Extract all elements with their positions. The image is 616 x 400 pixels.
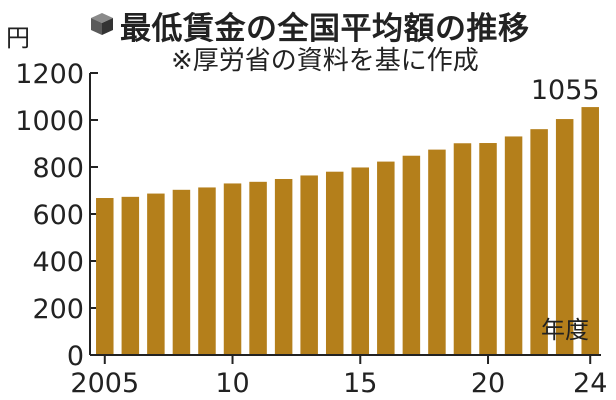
bars-group (96, 107, 599, 355)
y-axis-ticks: 0 200 400 600 800 1000 1200 (15, 59, 98, 372)
bar-2010 (223, 183, 242, 355)
y-tick-label: 0 (67, 341, 84, 372)
bar-2021 (504, 136, 523, 355)
bar-2014 (325, 171, 344, 355)
y-tick-label: 1000 (15, 106, 84, 137)
data-labels-group: 1055 (531, 75, 600, 106)
bar-2013 (300, 175, 318, 355)
bar-2023 (555, 119, 574, 355)
y-tick-label: 1200 (15, 59, 84, 90)
chart-header: 最低賃金の全国平均額の推移 ※厚労省の資料を基に作成 (0, 0, 616, 76)
bar-2022 (530, 129, 548, 355)
chart-title: 最低賃金の全国平均額の推移 (120, 11, 530, 47)
y-tick-label: 200 (32, 294, 84, 325)
bar-2006 (121, 196, 140, 355)
x-axis-ticks: 2005 10 15 20 24 (70, 355, 607, 399)
bar-2008 (172, 189, 191, 355)
bar-2024 (581, 107, 599, 355)
x-tick-label: 24 (573, 368, 607, 399)
chart-subtitle: ※厚労省の資料を基に作成 (171, 46, 479, 76)
y-tick-label: 800 (32, 153, 84, 184)
x-tick-label: 20 (471, 368, 505, 399)
bar-2009 (198, 187, 216, 355)
bar-2005 (96, 198, 114, 355)
bar-2019 (453, 143, 472, 355)
x-tick-label: 15 (343, 368, 377, 399)
y-axis-label: 円 (6, 24, 30, 52)
bar-2011 (249, 181, 267, 355)
bar-2012 (274, 178, 293, 355)
bar-2017 (402, 155, 421, 355)
x-axis-label: 年度 (541, 316, 589, 344)
x-tick-label: 10 (215, 368, 249, 399)
cube-icon (91, 13, 113, 35)
bar-2016 (377, 161, 395, 355)
y-tick-label: 400 (32, 247, 84, 278)
bar-2020 (479, 143, 497, 355)
bar-2015 (351, 167, 370, 355)
data-label-2024: 1055 (531, 75, 600, 106)
bar-2018 (428, 149, 446, 355)
x-tick-label: 2005 (70, 368, 139, 399)
y-tick-label: 600 (32, 200, 84, 231)
bar-2007 (147, 193, 165, 355)
